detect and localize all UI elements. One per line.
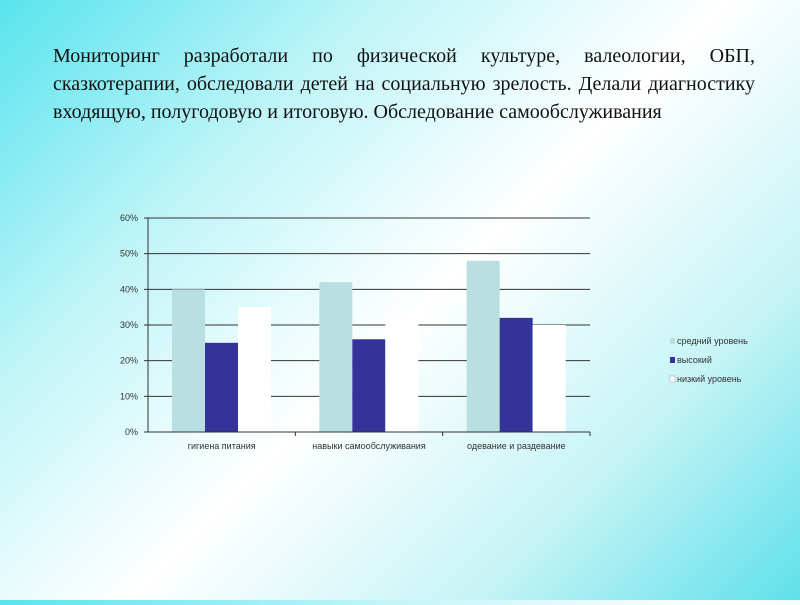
- x-tick-labels: гигиена питания навыки самообслуживания од…: [188, 441, 566, 451]
- slide-body-text: Мониторинг разработали по физической кул…: [53, 45, 755, 123]
- bar: [319, 282, 353, 432]
- bar: [532, 325, 566, 432]
- legend-swatch: [670, 338, 675, 344]
- bar: [238, 307, 271, 432]
- legend-label: средний уровень: [677, 336, 748, 346]
- bar: [466, 260, 500, 432]
- y-tick-labels: 0% 10% 20% 30% 40% 50% 60%: [120, 213, 138, 437]
- bars: [172, 260, 566, 432]
- y-tick-label: 50%: [120, 249, 138, 259]
- x-tick-label: гигиена питания: [188, 441, 256, 451]
- x-tick-label: навыки самообслуживания: [312, 441, 426, 451]
- y-tick-label: 10%: [120, 391, 138, 401]
- x-tick-label: одевание и раздевание: [467, 441, 566, 451]
- y-tick-label: 30%: [120, 320, 138, 330]
- bar: [172, 289, 205, 432]
- y-tick-label: 40%: [120, 284, 138, 294]
- bar: [205, 342, 238, 432]
- y-tick-label: 20%: [120, 356, 138, 366]
- bar: [352, 339, 386, 432]
- legend-label: низкий уровень: [677, 374, 742, 384]
- legend: средний уровень высокий низкий уровень: [669, 336, 748, 384]
- bar: [385, 317, 419, 432]
- legend-swatch: [669, 375, 676, 383]
- y-tick-label: 0%: [125, 427, 138, 437]
- legend-swatch: [670, 357, 675, 363]
- legend-label: высокий: [677, 355, 712, 365]
- y-tick-label: 60%: [120, 213, 138, 223]
- axes: [144, 217, 591, 436]
- bar: [499, 317, 533, 432]
